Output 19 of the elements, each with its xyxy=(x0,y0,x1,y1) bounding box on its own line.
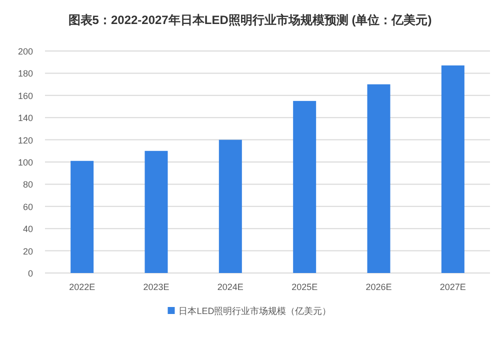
x-tick-label: 2025E xyxy=(292,282,318,292)
y-tick-label: 120 xyxy=(18,135,33,146)
y-tick-label: 0 xyxy=(28,268,33,278)
y-tick-label: 20 xyxy=(22,246,33,256)
y-tick-label: 100 xyxy=(18,158,33,168)
x-tick-label: 2024E xyxy=(217,282,244,292)
y-tick-label: 160 xyxy=(18,90,33,101)
x-tick-label: 2023E xyxy=(143,282,170,292)
y-tick-label: 40 xyxy=(22,224,33,234)
x-tick-label: 2026E xyxy=(366,282,392,292)
x-tick-label: 2027E xyxy=(440,282,466,292)
x-tick-label: 2022E xyxy=(69,282,96,292)
y-tick-label: 200 xyxy=(18,46,33,56)
y-tick-label: 80 xyxy=(22,180,33,190)
y-tick-label: 140 xyxy=(18,113,33,124)
y-tick-label: 180 xyxy=(18,68,33,79)
legend-label: 日本LED照明行业市场规模（亿美元） xyxy=(178,306,332,316)
chart-title: 图表5：2022-2027年日本LED照明行业市场规模预测 (单位：亿美元) xyxy=(68,13,432,27)
y-tick-label: 60 xyxy=(22,202,33,212)
